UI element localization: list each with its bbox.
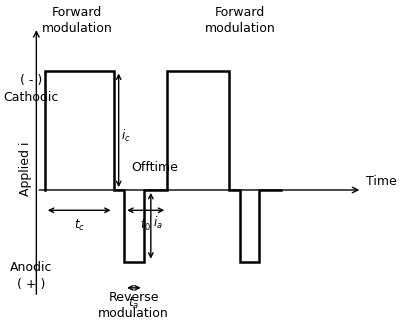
- Text: $t_a$: $t_a$: [128, 296, 140, 311]
- Text: $t_0$: $t_0$: [140, 218, 151, 233]
- Text: Time: Time: [366, 175, 397, 188]
- Text: $t_c$: $t_c$: [74, 218, 85, 233]
- Text: ( - )
Cathodic: ( - ) Cathodic: [4, 74, 59, 104]
- Text: Forward
modulation: Forward modulation: [42, 6, 112, 35]
- Text: Anodic
( + ): Anodic ( + ): [10, 261, 52, 291]
- Text: Reverse
modulation: Reverse modulation: [98, 291, 169, 320]
- Text: Forward
modulation: Forward modulation: [205, 6, 275, 35]
- Text: Applied i: Applied i: [19, 141, 32, 196]
- Text: $i_c$: $i_c$: [121, 128, 131, 144]
- Text: $i_a$: $i_a$: [153, 215, 163, 231]
- Text: Offtime: Offtime: [132, 161, 178, 175]
